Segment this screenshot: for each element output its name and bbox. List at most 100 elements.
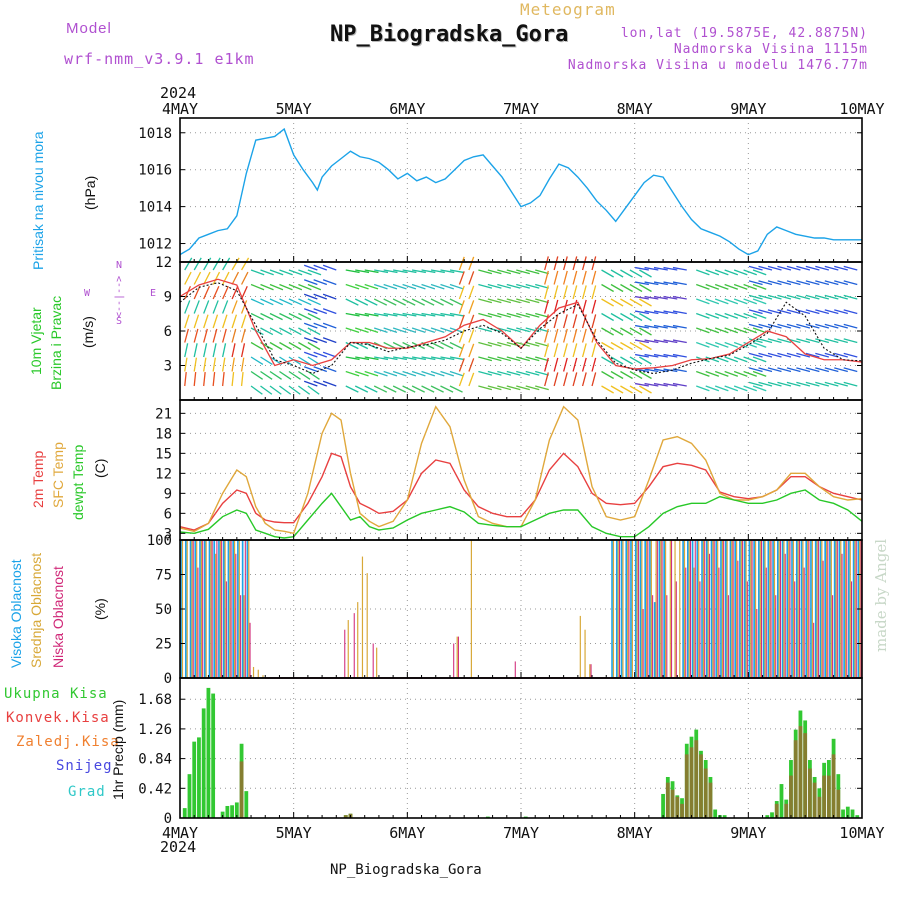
cloud-mid-bar xyxy=(792,540,795,678)
cloud-low-bar xyxy=(637,540,639,678)
cloud-mid-bar xyxy=(854,540,856,678)
x-label-bottom: 8MAY xyxy=(617,824,653,842)
wind-barb xyxy=(672,266,687,271)
cloud-mid-bar xyxy=(347,620,349,678)
wind-barb xyxy=(562,314,568,329)
wind-barb xyxy=(581,285,587,300)
wind-barb xyxy=(303,293,318,300)
cloud-mid-bar xyxy=(186,540,188,678)
wind-barb xyxy=(620,312,633,322)
panel-frame xyxy=(179,117,863,263)
wind-barb xyxy=(212,372,216,387)
precip-total-bar xyxy=(244,791,249,818)
cloud-mid-bar xyxy=(750,540,752,678)
wind-barb xyxy=(307,341,321,351)
wind-barb xyxy=(805,338,820,344)
wind-barb xyxy=(345,327,360,333)
cloud-low-bar xyxy=(457,636,459,678)
wind-barb xyxy=(644,382,659,387)
wind-barb xyxy=(748,294,763,300)
wind-barb xyxy=(345,370,360,377)
y-tick-label: 15 xyxy=(155,446,172,462)
station-title: NP_Biogradska_Gora xyxy=(330,22,569,47)
wind-barb xyxy=(421,269,436,274)
wind-barb xyxy=(815,294,830,300)
wind-barb xyxy=(373,327,388,333)
wind-barb xyxy=(843,294,858,300)
cloud-high-bar xyxy=(748,540,751,678)
cloud-mid-bar xyxy=(826,540,828,678)
y-tick-label: 12 xyxy=(155,466,172,482)
wind-barb xyxy=(506,298,521,304)
wind-barb xyxy=(752,341,767,348)
wind-barb xyxy=(724,283,739,290)
wind-barb xyxy=(786,280,801,286)
precip-conv-bar xyxy=(694,740,699,818)
wind-barb xyxy=(620,298,633,307)
wind-barb xyxy=(644,310,659,315)
wind-barb xyxy=(525,341,540,347)
wind-barb xyxy=(440,327,455,333)
wind-barb xyxy=(449,298,463,306)
wind-barb xyxy=(544,299,549,314)
wind-barb xyxy=(733,370,748,377)
wind-barb xyxy=(581,343,587,358)
wind-barb xyxy=(303,366,318,373)
cloud-mid-bar xyxy=(229,540,231,678)
cloud-low-bar xyxy=(230,540,232,678)
cloud-low-bar xyxy=(671,540,673,678)
precip-conv-bar xyxy=(708,782,713,818)
precip-total-bar xyxy=(770,812,774,818)
cloud-low-bar xyxy=(784,553,786,678)
wind-barb xyxy=(591,357,597,372)
wind-barb xyxy=(724,356,739,363)
wind-barb xyxy=(221,343,227,358)
wind-barb xyxy=(777,367,792,373)
cloud-high-bar xyxy=(739,540,741,678)
wind-barb xyxy=(279,356,292,365)
wind-barb xyxy=(288,370,301,380)
wind-barb xyxy=(430,385,444,393)
wind-barb xyxy=(288,385,301,395)
cloud-low-bar xyxy=(514,661,516,678)
wind-barb xyxy=(786,323,801,329)
cloud-mid-bar xyxy=(693,567,695,678)
wind-barb xyxy=(843,309,858,315)
wind-barb xyxy=(639,283,652,293)
wind-barb xyxy=(544,256,549,271)
wind-barb xyxy=(815,352,830,358)
wind-barb xyxy=(644,353,659,358)
cloud-high-bar xyxy=(729,540,732,678)
wind-barb xyxy=(203,314,209,329)
wind-barb xyxy=(767,265,782,271)
wind-barb xyxy=(743,269,757,276)
wind-barb xyxy=(535,356,549,362)
legend-snow: Snijeg xyxy=(56,758,113,774)
wind-barb xyxy=(487,283,502,289)
cloud-low-bar xyxy=(202,540,204,678)
wind-barb xyxy=(497,283,512,289)
wind-barb xyxy=(553,357,559,372)
wind-barb xyxy=(767,323,782,329)
precip-conv-bar xyxy=(826,775,831,818)
wind-barb xyxy=(468,372,475,387)
cloud-mid-bar xyxy=(849,540,851,678)
wind-barb xyxy=(240,328,246,343)
wind-barb xyxy=(355,312,370,317)
wind-barb xyxy=(620,385,633,394)
y-tick-label: 6 xyxy=(164,324,172,340)
wind-barb xyxy=(796,338,811,344)
wind-barb xyxy=(601,283,614,293)
wind-barb xyxy=(591,270,597,285)
cloud-mid-bar xyxy=(210,540,212,678)
wind-barb xyxy=(298,341,311,351)
cloud-low-bar xyxy=(656,540,658,678)
wind-barb xyxy=(478,327,493,333)
wind-barb xyxy=(458,343,465,358)
cloud-mid-bar xyxy=(740,540,742,678)
wind-barb xyxy=(279,327,293,336)
wind-barb xyxy=(634,382,649,387)
wind-barb xyxy=(610,269,624,278)
precip-conv-bar xyxy=(817,796,822,818)
wind-barb xyxy=(634,281,649,286)
